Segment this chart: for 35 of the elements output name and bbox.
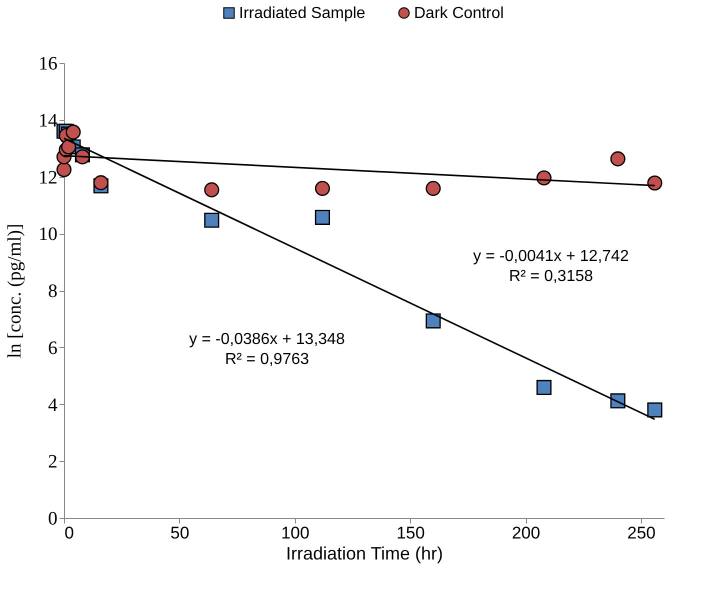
x-tick-label: 200 xyxy=(512,524,540,542)
annotation: y = -0,0041x + 12,742 R² = 0,3158 xyxy=(473,248,629,285)
point xyxy=(426,180,441,196)
point xyxy=(56,162,72,178)
point xyxy=(66,124,81,140)
y-axis-title: ln [conc. (pg/ml)] xyxy=(4,224,26,358)
y-tick-label: 16 xyxy=(38,54,58,74)
annotation: y = -0,0386x + 13,348 R² = 0,9763 xyxy=(189,331,345,368)
x-tick-label: 250 xyxy=(627,524,656,542)
point xyxy=(647,175,662,191)
x-tick-label: 150 xyxy=(396,524,425,542)
point xyxy=(61,139,76,154)
point xyxy=(536,380,552,396)
y-tick-label: 4 xyxy=(48,394,58,416)
point xyxy=(93,175,108,190)
point xyxy=(647,402,662,418)
y-tick-label: 10 xyxy=(38,224,58,246)
point xyxy=(314,180,330,196)
y-tick-label: 2 xyxy=(48,452,58,473)
y-tick-label: 12 xyxy=(38,167,58,188)
y-tick-label: 14 xyxy=(38,110,58,132)
point xyxy=(610,151,626,166)
x-tick-label: 0 xyxy=(64,524,74,542)
point xyxy=(204,212,220,228)
y-tick-label: 0 xyxy=(48,508,58,530)
point xyxy=(314,210,330,225)
x-axis-title: Irradiation Time (hr) xyxy=(286,544,444,564)
x-tick-label: 50 xyxy=(170,524,190,542)
y-tick-label: 6 xyxy=(48,338,58,359)
point xyxy=(426,313,441,328)
x-tick-label: 100 xyxy=(281,524,310,542)
legend-label: Irradiated Sample xyxy=(239,5,366,22)
legend-label: Dark Control xyxy=(414,5,504,22)
point xyxy=(204,182,220,198)
y-tick-label: 8 xyxy=(48,281,58,302)
